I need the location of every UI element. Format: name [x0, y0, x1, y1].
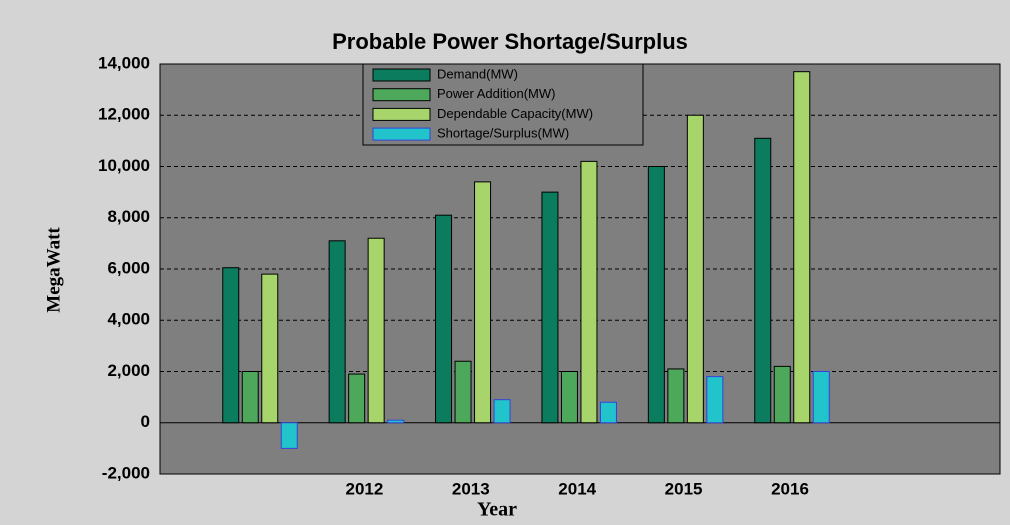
y-tick-label: 10,000	[98, 156, 150, 175]
bar	[493, 399, 511, 424]
bar	[773, 365, 791, 424]
chart-title: Probable Power Shortage/Surplus	[332, 29, 688, 54]
bar	[599, 401, 617, 424]
bar	[454, 360, 472, 424]
x-tick-label: 2015	[665, 479, 703, 498]
legend-label: Dependable Capacity(MW)	[437, 106, 593, 121]
bar	[261, 273, 279, 424]
legend-swatch	[372, 88, 431, 102]
y-tick-label: 14,000	[98, 53, 150, 72]
bar	[241, 371, 259, 424]
y-tick-label: 4,000	[107, 310, 150, 329]
bar	[647, 166, 665, 424]
bar	[754, 137, 772, 424]
x-tick-label: 2016	[771, 479, 809, 498]
bar	[280, 422, 298, 449]
bar	[367, 237, 385, 424]
y-tick-label: 12,000	[98, 105, 150, 124]
bar	[560, 371, 578, 424]
bar	[812, 371, 830, 424]
bar	[474, 181, 492, 424]
y-tick-label: 0	[141, 412, 150, 431]
y-tick-label: 2,000	[107, 361, 150, 380]
bar	[435, 214, 453, 424]
legend-label: Demand(MW)	[437, 66, 518, 81]
bar	[580, 160, 598, 424]
x-tick-label: 2013	[452, 479, 490, 498]
x-tick-label: 2012	[345, 479, 383, 498]
legend-label: Power Addition(MW)	[437, 86, 555, 101]
bar	[706, 376, 724, 424]
bar	[686, 114, 704, 424]
y-axis-label: MegaWatt	[43, 227, 64, 313]
y-tick-label: -2,000	[102, 463, 150, 482]
bar	[793, 71, 811, 424]
x-tick-label: 2014	[558, 479, 596, 498]
y-tick-label: 8,000	[107, 207, 150, 226]
bar	[328, 240, 346, 424]
legend-label: Shortage/Surplus(MW)	[437, 126, 569, 141]
bar	[667, 368, 685, 424]
x-axis-label: Year	[477, 499, 517, 521]
legend-swatch	[372, 68, 431, 82]
legend-swatch	[372, 107, 431, 121]
bar	[222, 267, 240, 424]
y-tick-label: 6,000	[107, 258, 150, 277]
bar	[541, 191, 559, 424]
legend-swatch	[372, 127, 431, 141]
bar	[348, 373, 366, 424]
bar	[387, 419, 405, 424]
